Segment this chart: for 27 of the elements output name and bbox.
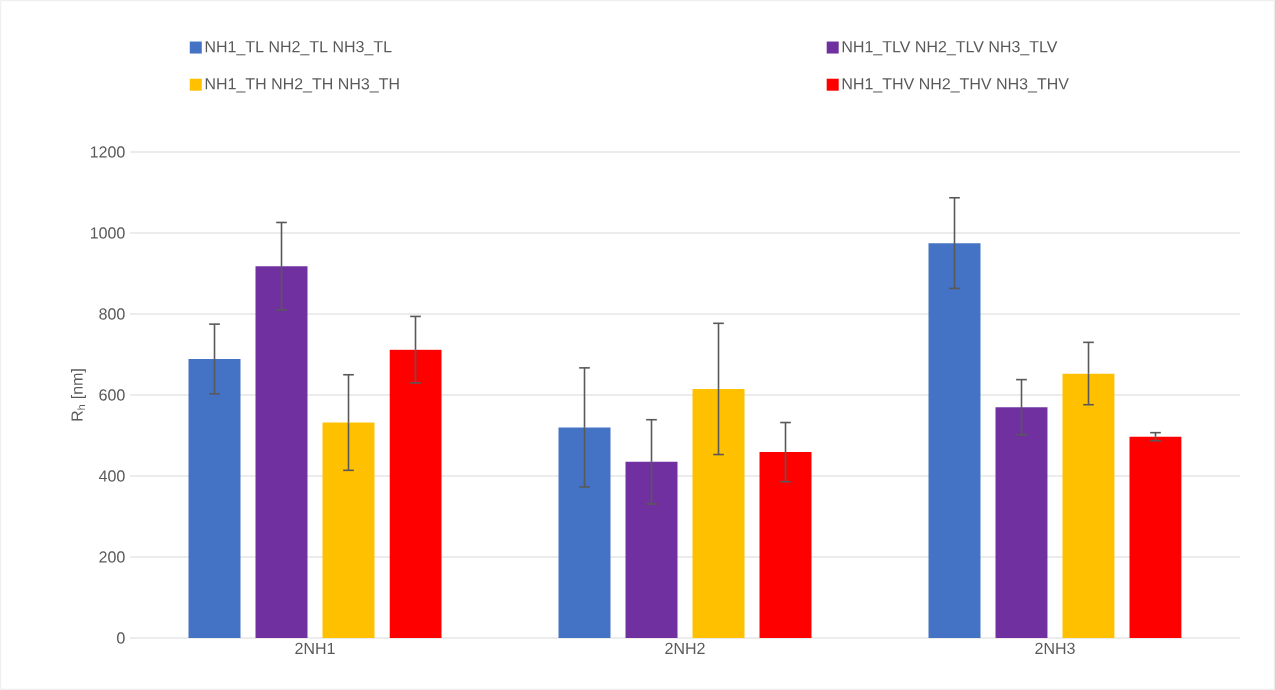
bar [1062,373,1115,638]
bar [928,243,981,638]
bar [389,349,442,638]
bar [692,388,745,638]
legend-label: NH1_THV NH2_THV NH3_THV [842,78,1069,93]
x-tick-label: 2NH1 [295,642,335,654]
y-tick-label: 600 [99,389,125,401]
bar [759,452,812,638]
x-tick-label: 2NH3 [1035,642,1075,655]
bar [625,461,678,638]
y-tick-label: 0 [117,632,125,644]
bar [188,358,241,638]
y-tick-label: 1000 [90,227,125,239]
y-tick-label: 800 [99,308,125,320]
y-axis-title: R$_{h}$ [nm] [70,369,86,421]
y-tick-label: 400 [98,470,125,482]
bar [322,422,375,638]
x-tick-label: 2NH2 [665,642,705,654]
legend-label: NH1_TLV NH2_TLV NH3_TLV [842,40,1058,56]
legend-label: NH1_TH NH2_TH NH3_TH [205,78,399,93]
bar [558,427,611,638]
y-tick-label: 1200 [90,146,125,158]
bar [995,407,1048,638]
bar [255,266,308,638]
legend-label: NH1_TL NH2_TL NH3_TL [205,40,392,56]
bar [1129,436,1182,638]
y-tick-label: 200 [99,551,125,563]
